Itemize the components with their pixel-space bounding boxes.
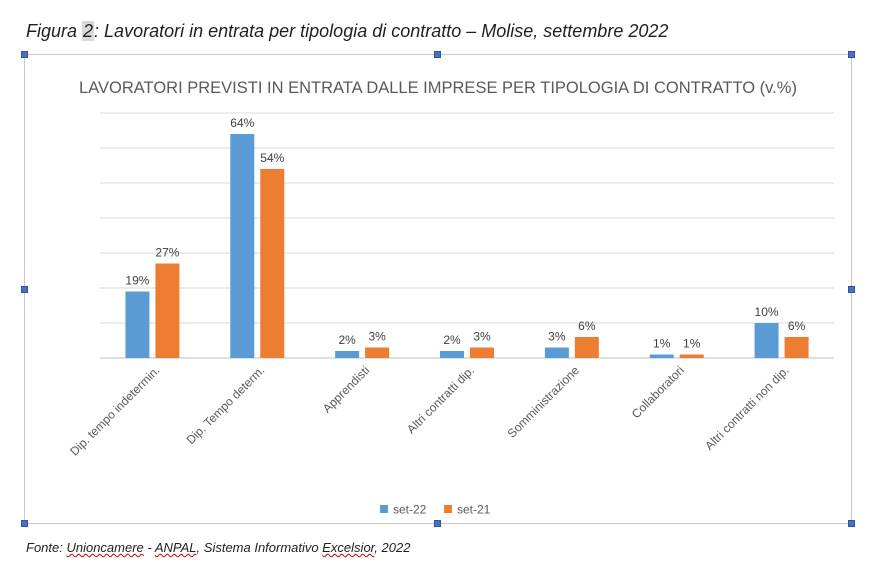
caption-number: 2 [82,21,95,41]
resize-handle-bottom-left[interactable] [21,520,28,527]
data-label: 64% [230,116,254,130]
legend: set-22 set-21 [380,503,491,517]
data-label: 6% [578,319,596,333]
data-label: 1% [683,337,701,351]
bar-set-22-6[interactable] [754,323,779,358]
data-label: 1% [653,337,671,351]
bars: 19% 27% 64% 54% 2% 3% 2% 3% 3% 6% 1% 1% 10% 6% [125,116,809,359]
x-tick-label: Somministrazione [505,363,583,441]
resize-handle-top-left[interactable] [21,51,28,58]
bar-set-21-4[interactable] [574,337,599,358]
x-tick-label: Dip. Tempo determ. [184,363,268,447]
bar-set-22-5[interactable] [649,354,674,359]
resize-handle-middle-right[interactable] [848,286,855,293]
resize-handle-top-right[interactable] [848,51,855,58]
bar-set-21-5[interactable] [679,354,704,359]
data-label: 3% [473,330,491,344]
source-org-excelsior: Excelsior [322,540,375,555]
data-label: 19% [125,274,149,288]
legend-label-set-22: set-22 [393,503,427,517]
data-label: 2% [338,333,356,347]
data-label: 3% [368,330,386,344]
source-org-anpal: ANPAL [154,540,197,555]
caption-prefix: Figura [26,21,83,41]
x-tick-label: Altri contratti dip. [404,363,477,436]
source-org-unioncamere: Unioncamere [66,540,144,555]
bar-set-21-3[interactable] [470,347,494,359]
bar-set-22-4[interactable] [544,347,569,359]
source-separator: - [143,540,155,555]
data-label: 2% [443,333,461,347]
resize-handle-top-center[interactable] [434,51,441,58]
legend-swatch-set-22 [380,505,388,513]
data-label: 54% [260,151,284,165]
bar-set-22-3[interactable] [440,351,464,358]
x-axis-labels: Dip. tempo indetermin. Dip. Tempo determ.… [67,363,791,458]
x-tick-label: Altri contratti non dip. [702,363,792,453]
bar-set-21-1[interactable] [260,169,285,358]
caption-text: : Lavoratori in entrata per tipologia di… [94,21,669,41]
data-label: 10% [755,305,779,319]
data-label: 3% [548,330,566,344]
bar-set-22-1[interactable] [230,134,255,358]
x-tick-label: Dip. tempo indetermin. [67,363,162,458]
data-label: 6% [788,319,806,333]
resize-handle-bottom-center[interactable] [434,520,441,527]
source-prefix: Fonte: [26,540,67,555]
resize-handle-bottom-right[interactable] [848,520,855,527]
x-tick-label: Collaboratori [629,363,687,421]
legend-swatch-set-21 [444,505,452,513]
gridlines [100,112,834,359]
data-label: 27% [155,246,179,260]
bar-set-22-2[interactable] [335,351,360,358]
bar-set-21-0[interactable] [155,263,180,359]
source-middle: , Sistema Informativo [196,540,323,555]
source-note: Fonte: Unioncamere - ANPAL, Sistema Info… [26,540,410,555]
resize-handle-middle-left[interactable] [21,286,28,293]
figure-caption: Figura 2: Lavoratori in entrata per tipo… [26,21,668,42]
legend-label-set-21: set-21 [457,503,491,517]
bar-set-21-6[interactable] [784,337,809,358]
x-tick-label: Apprendisti [320,363,372,415]
bar-set-21-2[interactable] [365,347,390,359]
source-suffix: , 2022 [374,540,411,555]
bar-set-22-0[interactable] [125,291,150,359]
chart-title: LAVORATORI PREVISTI IN ENTRATA DALLE IMP… [79,79,797,97]
